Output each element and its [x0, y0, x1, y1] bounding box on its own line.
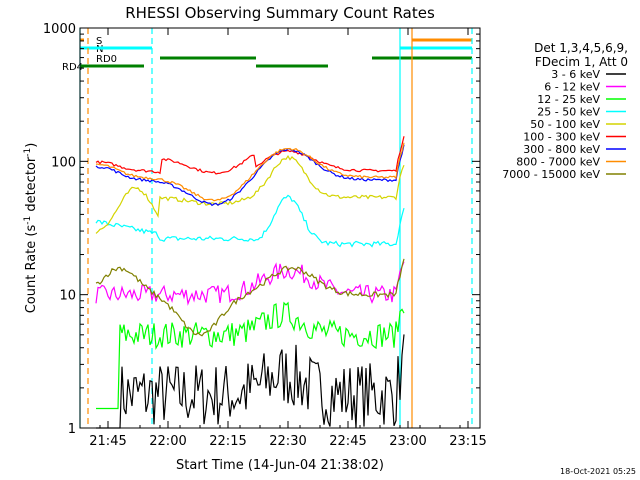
legend-header-line-2: FDecim 1, Att 0 — [535, 55, 628, 69]
y-tick-label: 10 — [59, 289, 76, 304]
legend-label: 3 - 6 keV — [551, 68, 600, 81]
x-tick-label: 22:00 — [149, 434, 186, 449]
y-tick-label: 100 — [51, 155, 76, 170]
series-line — [96, 301, 405, 410]
flag-label: RD4 — [62, 62, 83, 73]
x-tick-label: 22:30 — [269, 434, 306, 449]
footer-date: 18-Oct-2021 05:25 — [560, 467, 636, 476]
series-line — [95, 261, 405, 306]
legend-header-line-1: Det 1,3,4,5,6,9, — [534, 41, 628, 55]
legend-label: 25 - 50 keV — [537, 106, 600, 119]
series-line — [95, 136, 405, 175]
series-lines — [95, 136, 405, 429]
chart-title: RHESSI Observing Summary Count Rates — [125, 4, 435, 22]
legend-label: 300 - 800 keV — [523, 143, 600, 156]
x-tick-label: 23:15 — [449, 434, 486, 449]
legend-label: 800 - 7000 keV — [516, 156, 600, 169]
series-line — [96, 334, 405, 429]
series-line — [95, 154, 405, 234]
flag-bars: SNRD0RD4 — [62, 36, 472, 73]
series-line — [95, 142, 405, 202]
legend-label: 50 - 100 keV — [530, 118, 600, 131]
y-axis-label-end: ) — [24, 143, 39, 148]
legend-label: 12 - 25 keV — [537, 93, 600, 106]
y-axis-label-main: Count Rate (s — [24, 225, 39, 314]
x-tick-label: 23:00 — [389, 434, 426, 449]
y-tick-label: 1 — [68, 422, 76, 437]
y-axis-label-sup2: -1 — [23, 148, 33, 157]
y-axis-label-mid: detector — [24, 156, 39, 216]
legend-label: 7000 - 15000 keV — [502, 168, 600, 181]
axis-ticks: 21:45 22:00 22:15 22:30 22:45 23:00 23:15 1 10 10… — [43, 22, 487, 449]
y-axis-label: Count Rate (s-1 detector-1) — [23, 143, 39, 314]
flag-label: RD0 — [96, 54, 117, 65]
series-line — [95, 144, 405, 207]
x-axis-label: Start Time (14-Jun-04 21:38:02) — [176, 458, 384, 473]
y-tick-label: 1000 — [43, 22, 76, 37]
flag-label: S — [96, 36, 102, 47]
series-line — [95, 194, 405, 248]
series-line — [95, 258, 405, 337]
x-tick-label: 21:45 — [89, 434, 126, 449]
x-tick-label: 22:15 — [209, 434, 246, 449]
y-axis-label-sup1: -1 — [23, 216, 33, 225]
x-tick-label: 22:45 — [329, 434, 366, 449]
legend: Det 1,3,4,5,6,9, FDecim 1, Att 0 3 - 6 k… — [502, 41, 628, 181]
event-lines — [79, 28, 473, 428]
legend-label: 100 - 300 keV — [523, 131, 600, 144]
plot-frame — [79, 27, 481, 429]
legend-label: 6 - 12 keV — [544, 81, 600, 94]
